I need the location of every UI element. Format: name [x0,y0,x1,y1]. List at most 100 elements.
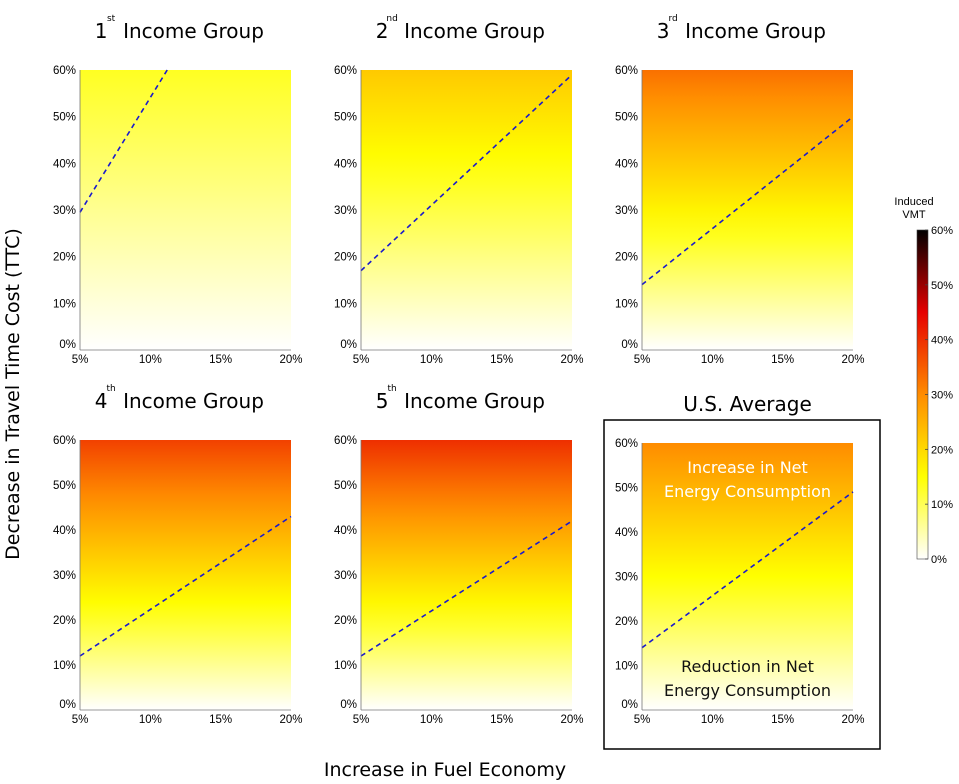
heatmap-area [361,440,572,710]
y-tick-label: 50% [53,112,76,124]
colorbar-tick-label: 0% [931,554,947,566]
panel-title-number: 5 [376,389,389,413]
y-tick-label: 0% [59,339,76,351]
y-tick-label: 10% [334,660,357,672]
panel-title-ordinal: st [107,14,116,24]
y-tick-label: 0% [621,339,638,351]
heatmap-area [642,443,853,710]
colorbar: Induced VMT 0% 10% 20% 30% 40% 50% 60% [894,196,953,566]
breakeven-line [79,515,292,657]
panel-title: Income Group [123,19,264,43]
y-tick-label: 40% [53,158,76,170]
y-tick-label: 10% [53,298,76,310]
y-tick-label: 30% [53,205,76,217]
y-tick-label: 60% [334,65,357,77]
y-tick-label: 20% [53,252,76,264]
breakeven-line [360,520,573,657]
x-tick-label: 10% [139,354,162,366]
heatmap-area [80,70,291,350]
y-tick-label: 30% [615,205,638,217]
y-tick-label: 10% [53,660,76,672]
annotation-lower-line2: Energy Consumption [664,681,831,700]
x-tick-label: 20% [279,714,302,726]
panel-title-number: 1 [95,19,108,43]
y-tick-label: 60% [53,435,76,447]
heatmap-area [642,70,853,350]
panel-title-number: 4 [95,389,108,413]
colorbar-tick-label: 30% [931,390,953,402]
y-tick-label: 50% [615,112,638,124]
x-tick-label: 15% [490,354,513,366]
panel-4: 0% 10% 20% 30% 40% 50% 60% 5% 10% 15% 20% Income Gr… [53,384,303,726]
annotation-lower-line1: Reduction in Net [681,657,814,676]
y-tick-label: 20% [615,252,638,264]
y-tick-label: 40% [615,527,638,539]
x-tick-label: 20% [560,714,583,726]
y-axis-label: Decrease in Travel Time Cost (TTC) [2,228,24,560]
x-tick-label: 5% [72,354,89,366]
x-tick-label: 20% [279,354,302,366]
x-tick-label: 5% [634,714,651,726]
y-tick-label: 0% [340,699,357,711]
panel-title-ordinal: rd [668,14,677,24]
y-tick-label: 20% [334,615,357,627]
x-tick-label: 15% [209,354,232,366]
panel-3: 0% 10% 20% 30% 40% 50% 60% 5% 10% 15% 20% Income Gr… [615,14,865,366]
x-tick-label: 15% [771,714,794,726]
panel-title: U.S. Average [683,392,812,416]
x-tick-label: 20% [560,354,583,366]
y-tick-label: 50% [615,483,638,495]
x-tick-label: 5% [353,354,370,366]
x-tick-label: 15% [490,714,513,726]
y-tick-label: 50% [334,112,357,124]
y-tick-label: 10% [615,298,638,310]
x-tick-label: 10% [420,354,443,366]
y-tick-label: 10% [615,661,638,673]
x-tick-label: 20% [841,354,864,366]
y-tick-label: 60% [53,65,76,77]
x-tick-label: 10% [701,714,724,726]
panel-title-number: 2 [376,19,389,43]
y-tick-label: 60% [615,438,638,450]
panel-grid: 0%10%20%30%40%50%60%5% 10% 15% 20%Income Gr… [53,14,865,726]
y-tick-label: 50% [334,480,357,492]
panel-5: 0% 10% 20% 30% 40% 50% 60% 5% 10% 15% 20% Income Gr… [334,384,584,726]
y-tick-label: 30% [334,205,357,217]
colorbar-tick-label: 40% [931,335,953,347]
y-tick-label: 40% [334,525,357,537]
y-tick-label: 20% [53,615,76,627]
x-tick-label: 20% [841,714,864,726]
annotation-upper-line2: Energy Consumption [664,482,831,501]
breakeven-line [641,491,854,649]
y-tick-label: 50% [53,480,76,492]
y-tick-label: 60% [334,435,357,447]
colorbar-title-line2: VMT [902,209,926,221]
panel-1: 0% 10% 20% 30% 40% 50% 60% 5% 10% 15% 20% Income Gr… [53,14,303,366]
y-tick-label: 20% [615,616,638,628]
x-tick-label: 5% [353,714,370,726]
x-tick-label: 10% [139,714,162,726]
panel-title: Income Group [404,389,545,413]
y-tick-label: 30% [615,572,638,584]
x-axis-label: Increase in Fuel Economy [324,759,566,781]
panel-title-ordinal: nd [386,14,397,24]
y-tick-label: 0% [59,699,76,711]
us-average-frame [603,419,881,750]
panel-title-number: 3 [657,19,670,43]
colorbar-tick-label: 50% [931,280,953,292]
panel-title: Income Group [404,19,545,43]
y-tick-label: 40% [334,158,357,170]
x-tick-label: 5% [634,354,651,366]
y-tick-label: 10% [334,298,357,310]
x-tick-label: 10% [420,714,443,726]
x-tick-label: 15% [209,714,232,726]
y-tick-label: 0% [340,339,357,351]
y-tick-label: 60% [615,65,638,77]
colorbar-tick-label: 20% [931,444,953,456]
panel-title-ordinal: th [106,384,115,394]
y-tick-label: 40% [53,525,76,537]
y-tick-label: 30% [334,570,357,582]
y-tick-label: 20% [334,252,357,264]
panel-6: 0% 10% 20% 30% 40% 50% 60% 5% 10% 15% 20% U.S. Aver… [615,392,865,726]
